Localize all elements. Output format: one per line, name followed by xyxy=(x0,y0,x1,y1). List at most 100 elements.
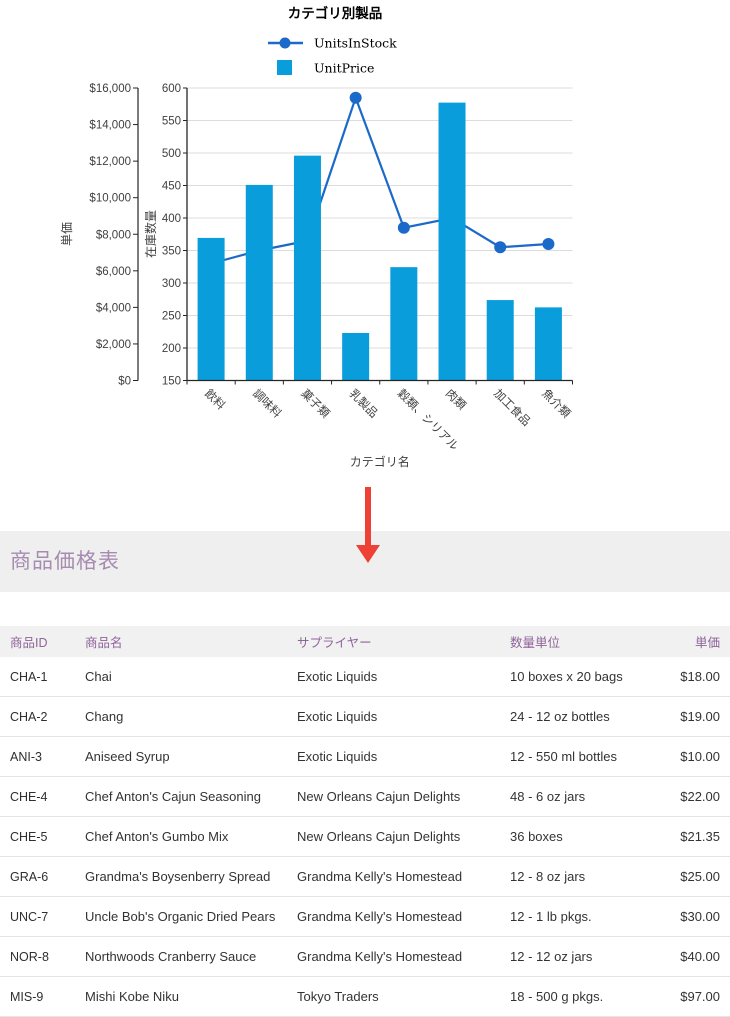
table-cell: Chef Anton's Cajun Seasoning xyxy=(85,776,297,817)
table-cell: Exotic Liquids xyxy=(297,657,510,697)
table-cell: 24 - 12 oz bottles xyxy=(510,696,660,737)
table-cell: ANI-3 xyxy=(0,736,85,777)
y-axis-usd-tick-label: $16,000 xyxy=(89,83,131,95)
table-cell: $18.00 xyxy=(660,657,730,697)
table-header-row: 商品ID 商品名 サプライヤー 数量単位 単価 xyxy=(0,626,730,657)
table-cell: CHA-1 xyxy=(0,657,85,697)
red-down-arrow-icon xyxy=(356,487,380,563)
y-axis-stock-tick-label: 300 xyxy=(162,278,181,290)
unit-price-bar xyxy=(197,237,225,381)
y-axis-usd-tick-label: $6,000 xyxy=(96,266,131,278)
table-cell: MIS-9 xyxy=(0,976,85,1017)
table-cell: $19.00 xyxy=(660,696,730,737)
units-in-stock-marker xyxy=(494,241,507,254)
y-axis-stock-tick-label: 500 xyxy=(162,148,181,160)
table-cell: Grandma Kelly's Homestead xyxy=(297,936,510,977)
table-cell: Tokyo Traders xyxy=(297,976,510,1017)
x-axis-title: カテゴリ名 xyxy=(350,454,410,469)
table-cell: $30.00 xyxy=(660,896,730,937)
x-axis-category-label: 魚介類 xyxy=(539,387,573,421)
table-row: CHE-4 Chef Anton's Cajun Seasoning New Orl… xyxy=(0,776,730,817)
table-cell: $22.00 xyxy=(660,776,730,817)
units-in-stock-marker xyxy=(397,221,410,234)
table-cell: $40.00 xyxy=(660,936,730,977)
units-in-stock-marker xyxy=(542,238,555,250)
table-cell: $21.35 xyxy=(660,816,730,857)
table-cell: 12 - 550 ml bottles xyxy=(510,736,660,777)
y-axis-stock-tick-label: 200 xyxy=(162,343,181,355)
table-cell: Chang xyxy=(85,696,297,737)
table-cell: 48 - 6 oz jars xyxy=(510,776,660,817)
y-axis-usd-tick-label: $14,000 xyxy=(89,120,131,132)
unit-price-bar xyxy=(245,184,273,381)
table-cell: CHE-4 xyxy=(0,776,85,817)
legend-label-unitsinstock: UnitsInStock xyxy=(314,36,397,51)
x-axis-category-label: 乳製品 xyxy=(347,386,381,420)
unit-price-bar xyxy=(438,102,466,381)
legend-label-unitprice: UnitPrice xyxy=(314,61,374,76)
y-axis-usd-tick-label: $2,000 xyxy=(96,339,131,351)
y-axis-stock-tick-label: 400 xyxy=(162,213,181,225)
table-row: GRA-6 Grandma's Boysenberry Spread Grandma… xyxy=(0,856,730,897)
y-axis-usd-tick-label: $8,000 xyxy=(96,229,131,241)
table-cell: 12 - 1 lb pkgs. xyxy=(510,896,660,937)
table-cell: $25.00 xyxy=(660,856,730,897)
table-cell: Chai xyxy=(85,657,297,697)
table-cell: Uncle Bob's Organic Dried Pears xyxy=(85,896,297,937)
y-axis-title-usd: 単価 xyxy=(60,222,74,246)
table-cell: 18 - 500 g pkgs. xyxy=(510,976,660,1017)
table-cell: Northwoods Cranberry Sauce xyxy=(85,936,297,977)
table-cell: 10 boxes x 20 bags xyxy=(510,657,660,697)
y-axis-stock-tick-label: 450 xyxy=(162,181,181,193)
y-axis-title-stock: 在庫数量 xyxy=(143,210,158,258)
table-cell: $97.00 xyxy=(660,976,730,1017)
table-header: 商品ID 商品名 サプライヤー 数量単位 単価 xyxy=(0,626,730,657)
category-chart-svg: $0 $2,000 $4,000 $6,000 $8,000 $10,000 $12,000… xyxy=(60,5,573,469)
column-header: 数量単位 xyxy=(510,626,660,657)
table-cell: Mishi Kobe Niku xyxy=(85,976,297,1017)
column-header: 商品ID xyxy=(0,626,85,657)
y-axis-stock-tick-label: 550 xyxy=(162,116,181,128)
y-axis-usd-tick-label: $12,000 xyxy=(89,156,131,168)
unit-price-bar xyxy=(534,307,562,381)
table-cell: $10.00 xyxy=(660,736,730,777)
table-row: ANI-3 Aniseed Syrup Exotic Liquids 12 - 550… xyxy=(0,736,730,777)
table-row: CHA-2 Chang Exotic Liquids 24 - 12 oz bottl… xyxy=(0,696,730,737)
y-axis-stock-tick-label: 150 xyxy=(162,376,181,388)
chart-title: カテゴリ別製品 xyxy=(288,5,383,21)
units-in-stock-marker xyxy=(349,91,362,104)
table-cell: Chef Anton's Gumbo Mix xyxy=(85,816,297,857)
unit-price-bar xyxy=(486,300,514,381)
table-row: UNC-7 Uncle Bob's Organic Dried Pears Gran… xyxy=(0,896,730,937)
y-axis-usd-tick-label: $10,000 xyxy=(89,193,131,205)
table-cell: 36 boxes xyxy=(510,816,660,857)
table-cell: GRA-6 xyxy=(0,856,85,897)
unit-price-bar xyxy=(390,267,418,381)
table-row: CHA-1 Chai Exotic Liquids 10 boxes x 20 bag… xyxy=(0,657,730,697)
section-title: 商品価格表 xyxy=(10,550,120,573)
table-cell: Grandma Kelly's Homestead xyxy=(297,896,510,937)
table-cell: NOR-8 xyxy=(0,936,85,977)
table-row: MIS-9 Mishi Kobe Niku Tokyo Traders 18 - 50… xyxy=(0,976,730,1017)
y-axis-usd-tick-label: $4,000 xyxy=(96,302,131,314)
legend-square-sample xyxy=(277,60,292,75)
table-row: NOR-8 Northwoods Cranberry Sauce Grandma K… xyxy=(0,936,730,977)
y-axis-stock-tick-label: 600 xyxy=(162,83,181,95)
x-axis-category-label: 菓子類 xyxy=(298,387,332,421)
x-axis-category-label: 飲料 xyxy=(202,386,229,413)
table-body: CHA-1 Chai Exotic Liquids 10 boxes x 20 bag… xyxy=(0,657,730,1017)
table-cell: Aniseed Syrup xyxy=(85,736,297,777)
x-axis-category-label: 肉類 xyxy=(443,387,469,413)
column-header: 商品名 xyxy=(85,626,297,657)
table-cell: New Orleans Cajun Delights xyxy=(297,816,510,857)
table-cell: 12 - 12 oz jars xyxy=(510,936,660,977)
column-header: サプライヤー xyxy=(297,626,510,657)
table-cell: CHA-2 xyxy=(0,696,85,737)
column-header: 単価 xyxy=(660,626,730,657)
table-cell: Exotic Liquids xyxy=(297,736,510,777)
product-price-table: 商品ID 商品名 サプライヤー 数量単位 単価 CHA-1 Chai Exotic Liqu… xyxy=(0,626,730,1017)
y-axis-usd-tick-label: $0 xyxy=(118,376,131,388)
unit-price-bar xyxy=(342,332,370,381)
table-cell: Grandma Kelly's Homestead xyxy=(297,856,510,897)
